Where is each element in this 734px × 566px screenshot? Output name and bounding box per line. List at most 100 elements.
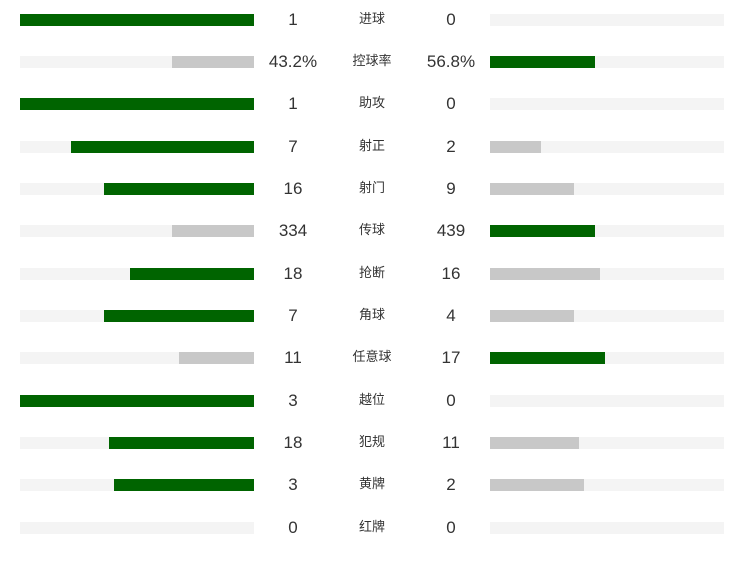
stat-label: 控球率 <box>352 54 392 69</box>
home-bar-track <box>20 268 254 280</box>
away-bar-fill <box>490 141 541 153</box>
home-bar-fill <box>179 352 254 364</box>
home-value: 3 <box>288 391 298 410</box>
away-value: 0 <box>446 94 456 113</box>
stat-row: 18 犯规 11 <box>0 426 734 460</box>
stat-row: 43.2% 控球率 56.8% <box>0 45 734 79</box>
home-bar-track <box>20 437 254 449</box>
away-value: 2 <box>446 475 456 494</box>
away-value: 17 <box>441 348 461 367</box>
stat-row: 3 黄牌 2 <box>0 468 734 502</box>
home-value: 43.2% <box>268 52 318 71</box>
home-value: 18 <box>283 433 303 452</box>
away-bar-track <box>490 98 724 110</box>
away-bar-track <box>490 522 724 534</box>
home-bar-track <box>20 522 254 534</box>
stat-label: 越位 <box>358 393 385 408</box>
away-bar-track <box>490 268 724 280</box>
home-bar-fill <box>130 268 254 280</box>
away-bar-track <box>490 14 724 26</box>
stat-label: 任意球 <box>352 350 392 365</box>
home-value: 7 <box>288 306 298 325</box>
stat-label: 抢断 <box>358 266 385 281</box>
home-value: 3 <box>288 475 298 494</box>
home-bar-fill <box>20 395 254 407</box>
away-value: 4 <box>446 306 456 325</box>
away-bar-track <box>490 395 724 407</box>
away-value: 0 <box>446 391 456 410</box>
home-bar-track <box>20 352 254 364</box>
home-value: 11 <box>284 348 302 367</box>
home-bar-track <box>20 479 254 491</box>
away-value: 9 <box>446 179 456 198</box>
home-bar-fill <box>172 225 254 237</box>
home-bar-track <box>20 141 254 153</box>
stat-label: 射正 <box>358 139 385 154</box>
stat-row: 1 助攻 0 <box>0 87 734 121</box>
away-bar-fill <box>490 183 574 195</box>
away-bar-fill <box>490 310 574 322</box>
away-bar-track <box>490 183 724 195</box>
away-value: 11 <box>442 433 460 452</box>
stat-label: 射门 <box>358 181 385 196</box>
away-value: 56.8% <box>426 52 476 71</box>
home-bar-track <box>20 14 254 26</box>
home-bar-fill <box>172 56 254 68</box>
home-value: 0 <box>288 518 298 537</box>
stat-label: 角球 <box>358 308 385 323</box>
away-bar-track <box>490 141 724 153</box>
away-value: 439 <box>436 221 466 240</box>
stat-row: 7 射正 2 <box>0 130 734 164</box>
away-bar-fill <box>490 225 595 237</box>
stat-row: 18 抢断 16 <box>0 257 734 291</box>
stat-row: 334 传球 439 <box>0 214 734 248</box>
home-bar-track <box>20 225 254 237</box>
home-bar-fill <box>71 141 254 153</box>
stat-row: 3 越位 0 <box>0 384 734 418</box>
home-bar-track <box>20 56 254 68</box>
home-bar-fill <box>20 98 254 110</box>
stat-label: 传球 <box>358 223 385 238</box>
home-value: 1 <box>288 10 298 29</box>
home-value: 16 <box>283 179 303 198</box>
stat-label: 助攻 <box>358 96 385 111</box>
home-bar-fill <box>109 437 254 449</box>
stat-row: 16 射门 9 <box>0 172 734 206</box>
home-value: 18 <box>283 264 303 283</box>
away-bar-fill <box>490 437 579 449</box>
stat-label: 犯规 <box>358 435 385 450</box>
home-bar-track <box>20 395 254 407</box>
away-bar-fill <box>490 56 595 68</box>
away-bar-track <box>490 56 724 68</box>
stat-label: 进球 <box>358 12 385 27</box>
away-value: 2 <box>446 137 456 156</box>
stat-label: 黄牌 <box>358 477 385 492</box>
away-bar-track <box>490 225 724 237</box>
home-bar-fill <box>20 14 254 26</box>
away-bar-track <box>490 352 724 364</box>
away-bar-fill <box>490 479 584 491</box>
away-bar-track <box>490 479 724 491</box>
away-bar-track <box>490 437 724 449</box>
away-bar-track <box>490 310 724 322</box>
home-bar-fill <box>104 183 254 195</box>
away-value: 0 <box>446 518 456 537</box>
away-bar-fill <box>490 352 605 364</box>
stat-row: 0 红牌 0 <box>0 511 734 545</box>
home-value: 1 <box>288 94 298 113</box>
away-bar-fill <box>490 268 600 280</box>
stat-row: 11 任意球 17 <box>0 341 734 375</box>
home-value: 334 <box>278 221 308 240</box>
home-bar-track <box>20 310 254 322</box>
away-value: 16 <box>441 264 461 283</box>
stat-label: 红牌 <box>358 520 385 535</box>
home-bar-track <box>20 98 254 110</box>
away-value: 0 <box>446 10 456 29</box>
home-bar-fill <box>114 479 254 491</box>
stat-row: 1 进球 0 <box>0 3 734 37</box>
home-bar-fill <box>104 310 254 322</box>
home-bar-track <box>20 183 254 195</box>
home-value: 7 <box>288 137 298 156</box>
stat-row: 7 角球 4 <box>0 299 734 333</box>
